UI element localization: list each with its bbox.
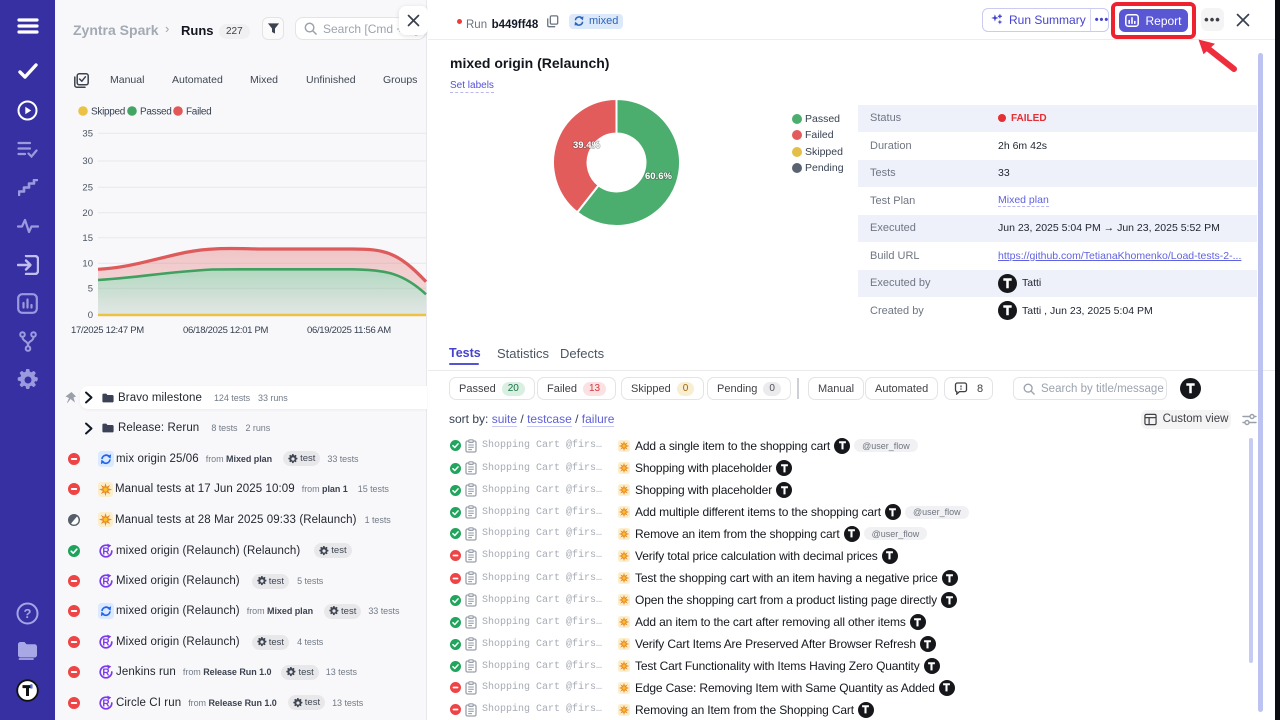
svg-text:30: 30: [82, 156, 93, 167]
svg-text:Failed: Failed: [186, 107, 211, 118]
svg-text:Skipped: Skipped: [91, 107, 125, 118]
svg-text:0: 0: [88, 310, 93, 321]
svg-text:06/19/2025 11:56 AM: 06/19/2025 11:56 AM: [307, 325, 391, 336]
svg-text:R: R: [102, 668, 110, 679]
svg-text:5: 5: [88, 284, 93, 295]
svg-text:39.4%: 39.4%: [573, 140, 600, 151]
svg-text:R: R: [102, 698, 110, 709]
svg-text:06/18/2025 12:01 PM: 06/18/2025 12:01 PM: [183, 325, 269, 336]
svg-text:20: 20: [82, 208, 93, 219]
svg-text:10: 10: [82, 259, 93, 270]
svg-text:25: 25: [82, 183, 93, 194]
svg-text:Passed: Passed: [140, 107, 172, 118]
svg-text:R: R: [102, 546, 110, 557]
svg-text:R: R: [102, 638, 110, 649]
svg-text:R: R: [102, 577, 110, 588]
svg-text:15: 15: [82, 233, 93, 244]
svg-text:60.6%: 60.6%: [645, 171, 672, 182]
svg-text:17/2025 12:47 PM: 17/2025 12:47 PM: [71, 325, 144, 336]
svg-text:?: ?: [24, 606, 32, 621]
svg-text:35: 35: [82, 129, 93, 140]
